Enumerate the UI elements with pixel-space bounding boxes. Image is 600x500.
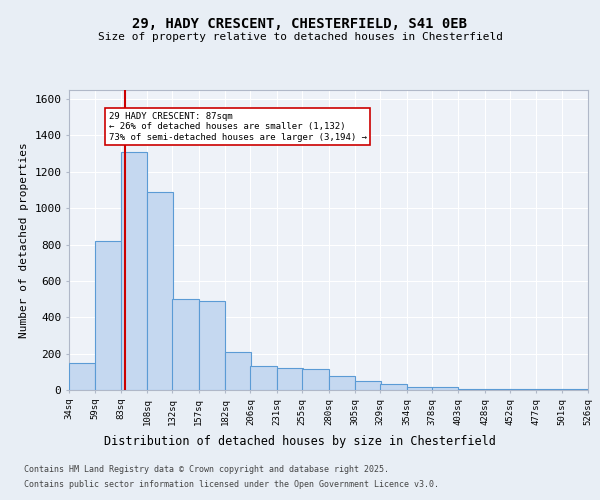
Bar xyxy=(147,192,173,390)
Y-axis label: Number of detached properties: Number of detached properties xyxy=(19,142,29,338)
Bar xyxy=(407,388,433,390)
Bar xyxy=(355,381,381,390)
Bar xyxy=(172,299,199,390)
Bar xyxy=(380,384,407,390)
Bar xyxy=(302,369,329,390)
Bar xyxy=(277,368,303,390)
Text: Distribution of detached houses by size in Chesterfield: Distribution of detached houses by size … xyxy=(104,435,496,448)
Bar xyxy=(250,366,277,390)
Bar xyxy=(69,362,95,390)
Bar xyxy=(510,389,536,390)
Bar xyxy=(536,389,563,390)
Bar xyxy=(121,152,147,390)
Bar xyxy=(432,388,458,390)
Text: Contains public sector information licensed under the Open Government Licence v3: Contains public sector information licen… xyxy=(24,480,439,489)
Text: 29, HADY CRESCENT, CHESTERFIELD, S41 0EB: 29, HADY CRESCENT, CHESTERFIELD, S41 0EB xyxy=(133,18,467,32)
Bar xyxy=(485,389,511,390)
Bar xyxy=(199,301,225,390)
Bar xyxy=(95,241,122,390)
Text: Size of property relative to detached houses in Chesterfield: Size of property relative to detached ho… xyxy=(97,32,503,42)
Bar xyxy=(225,352,251,390)
Bar xyxy=(329,376,355,390)
Text: Contains HM Land Registry data © Crown copyright and database right 2025.: Contains HM Land Registry data © Crown c… xyxy=(24,465,389,474)
Bar xyxy=(562,389,588,390)
Text: 29 HADY CRESCENT: 87sqm
← 26% of detached houses are smaller (1,132)
73% of semi: 29 HADY CRESCENT: 87sqm ← 26% of detache… xyxy=(109,112,367,142)
Bar xyxy=(458,389,485,390)
